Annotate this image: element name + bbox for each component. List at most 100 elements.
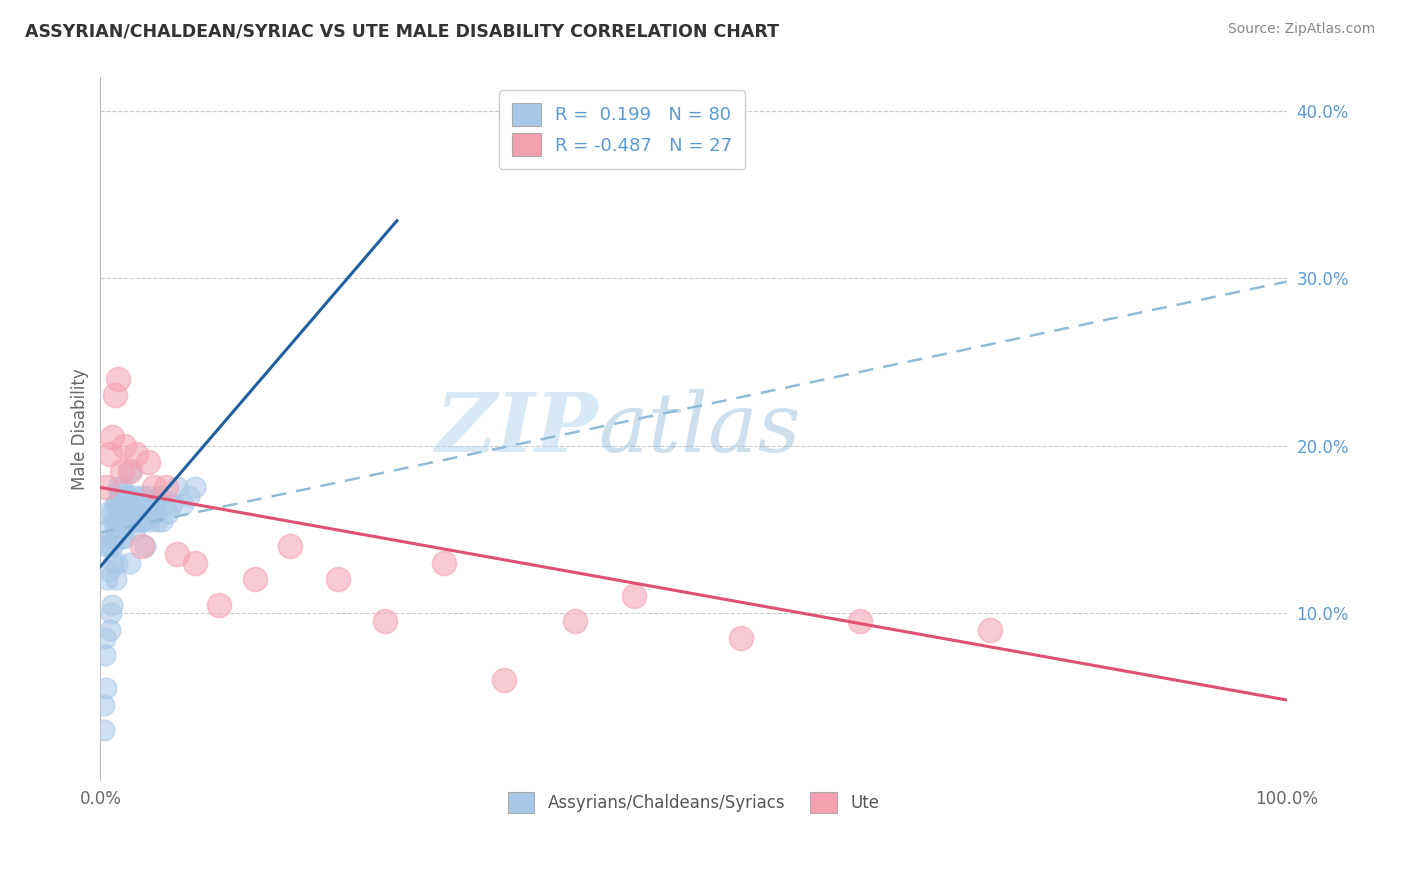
- Point: [105, 514, 128, 528]
- Point: [111, 489, 134, 503]
- Point: [146, 514, 169, 528]
- Point: [118, 464, 141, 478]
- Point: [374, 615, 396, 629]
- Point: [96, 480, 118, 494]
- Point: [112, 497, 135, 511]
- Point: [107, 497, 129, 511]
- Point: [139, 506, 162, 520]
- Point: [138, 514, 160, 528]
- Point: [433, 556, 456, 570]
- Point: [97, 522, 120, 536]
- Point: [103, 531, 125, 545]
- Point: [115, 489, 138, 503]
- Point: [118, 464, 141, 478]
- Text: atlas: atlas: [599, 389, 801, 469]
- Point: [100, 531, 122, 545]
- Point: [111, 497, 134, 511]
- Point: [150, 514, 173, 528]
- Point: [96, 573, 118, 587]
- Point: [94, 631, 117, 645]
- Point: [166, 548, 188, 562]
- Point: [104, 573, 127, 587]
- Point: [134, 539, 156, 553]
- Point: [110, 531, 132, 545]
- Point: [93, 723, 115, 737]
- Point: [156, 506, 179, 520]
- Y-axis label: Male Disability: Male Disability: [72, 368, 89, 490]
- Point: [101, 506, 124, 520]
- Point: [184, 480, 207, 494]
- Text: Source: ZipAtlas.com: Source: ZipAtlas.com: [1227, 22, 1375, 37]
- Point: [103, 497, 125, 511]
- Point: [136, 489, 159, 503]
- Point: [122, 489, 145, 503]
- Point: [208, 598, 231, 612]
- Point: [114, 514, 136, 528]
- Point: [104, 497, 127, 511]
- Point: [114, 489, 136, 503]
- Point: [98, 539, 121, 553]
- Point: [278, 539, 301, 553]
- Point: [122, 514, 145, 528]
- Point: [103, 514, 125, 528]
- Point: [117, 489, 139, 503]
- Point: [131, 489, 153, 503]
- Point: [141, 497, 163, 511]
- Point: [979, 623, 1001, 637]
- Point: [131, 539, 153, 553]
- Point: [127, 497, 149, 511]
- Point: [103, 388, 125, 402]
- Point: [97, 564, 120, 578]
- Point: [101, 539, 124, 553]
- Point: [105, 556, 128, 570]
- Point: [128, 506, 150, 520]
- Point: [730, 631, 752, 645]
- Point: [96, 539, 118, 553]
- Point: [107, 514, 129, 528]
- Point: [104, 522, 127, 536]
- Point: [121, 497, 143, 511]
- Text: ZIP: ZIP: [436, 389, 599, 469]
- Point: [564, 615, 586, 629]
- Point: [94, 648, 117, 662]
- Point: [100, 606, 122, 620]
- Text: ASSYRIAN/CHALDEAN/SYRIAC VS UTE MALE DISABILITY CORRELATION CHART: ASSYRIAN/CHALDEAN/SYRIAC VS UTE MALE DIS…: [25, 22, 779, 40]
- Point: [125, 447, 148, 461]
- Point: [492, 673, 515, 687]
- Point: [155, 480, 177, 494]
- Point: [149, 489, 172, 503]
- Point: [142, 506, 165, 520]
- Point: [101, 598, 124, 612]
- Point: [107, 480, 129, 494]
- Point: [101, 430, 124, 444]
- Point: [179, 489, 201, 503]
- Point: [98, 623, 121, 637]
- Point: [120, 514, 142, 528]
- Point: [107, 372, 129, 386]
- Point: [108, 522, 131, 536]
- Point: [848, 615, 870, 629]
- Point: [118, 556, 141, 570]
- Point: [142, 480, 165, 494]
- Point: [134, 506, 156, 520]
- Point: [112, 439, 135, 453]
- Point: [124, 522, 146, 536]
- Point: [243, 573, 266, 587]
- Point: [160, 497, 183, 511]
- Point: [96, 506, 118, 520]
- Legend: Assyrians/Chaldeans/Syriacs, Ute: Assyrians/Chaldeans/Syriacs, Ute: [496, 780, 891, 825]
- Point: [143, 497, 166, 511]
- Point: [103, 556, 125, 570]
- Point: [111, 480, 134, 494]
- Point: [153, 497, 176, 511]
- Point: [115, 506, 138, 520]
- Point: [623, 589, 645, 603]
- Point: [111, 464, 134, 478]
- Point: [117, 514, 139, 528]
- Point: [127, 514, 149, 528]
- Point: [112, 531, 135, 545]
- Point: [135, 497, 157, 511]
- Point: [96, 681, 118, 696]
- Point: [118, 506, 141, 520]
- Point: [125, 506, 148, 520]
